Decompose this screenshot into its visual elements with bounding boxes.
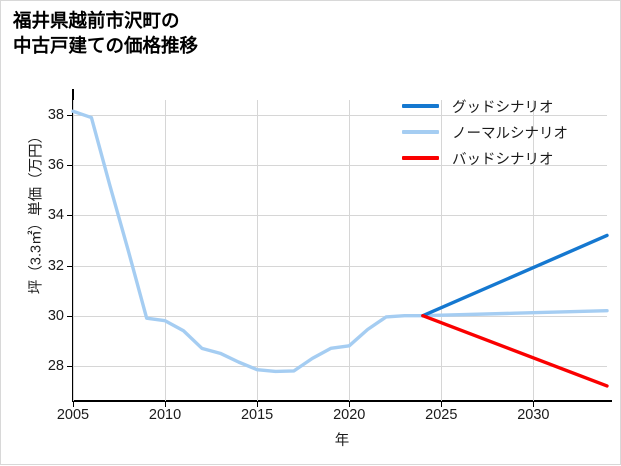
gridline-horizontal (73, 115, 607, 116)
x-tick-label: 2015 (240, 407, 274, 423)
legend-item-label: グッドシナリオ (452, 99, 554, 116)
y-axis-label: 坪（3.3㎡）単価（万円） (28, 128, 45, 295)
series-lines (71, 109, 609, 388)
y-tick-mark (67, 215, 73, 217)
x-tick-label: 2030 (517, 407, 550, 423)
y-tick-mark (67, 115, 73, 117)
y-tick-label: 34 (47, 207, 64, 224)
legend-item-label: ノーマルシナリオ (452, 125, 568, 142)
y-tick-mark (67, 315, 73, 317)
gridline-horizontal (73, 316, 607, 317)
legend-item[interactable]: グッドシナリオ (402, 93, 607, 119)
legend-item[interactable]: バッドシナリオ (402, 145, 607, 171)
x-tick-label: 2010 (148, 407, 182, 423)
gridline-horizontal (73, 165, 607, 166)
legend-color-swatch (402, 104, 439, 108)
y-axis-tick-labels: 28 30 32 34 36 38 (1, 1, 64, 466)
x-tick-label: 2005 (56, 407, 90, 423)
y-tick-label: 30 (47, 307, 64, 324)
y-tick-label: 32 (47, 257, 64, 274)
gridline-vertical (349, 100, 350, 401)
gridline-horizontal (73, 215, 607, 216)
page-title: 福井県越前市沢町の 中古戸建ての価格推移 (13, 10, 199, 56)
x-axis-label: 年 (334, 433, 350, 449)
series-line (421, 314, 609, 388)
y-tick-label: 38 (47, 107, 64, 124)
gridline-vertical (165, 100, 166, 401)
x-tick-mark (165, 402, 167, 407)
gridline-vertical (533, 100, 534, 401)
series-line (71, 109, 609, 374)
y-tick-label: 28 (47, 357, 64, 374)
y-tick-mark (67, 265, 73, 267)
gridline-vertical (441, 100, 442, 401)
x-tick-mark (73, 402, 74, 407)
gridline-vertical (257, 100, 258, 401)
legend-item-label: バッドシナリオ (452, 151, 554, 168)
y-tick-mark (67, 365, 73, 367)
x-tick-mark (441, 402, 443, 407)
x-tick-mark (257, 402, 259, 407)
y-tick-label: 36 (47, 157, 64, 174)
legend-color-swatch (402, 130, 439, 134)
gridline-vertical (73, 100, 74, 401)
legend-color-swatch (402, 156, 439, 160)
x-tick-mark (533, 402, 535, 407)
x-tick-label: 2025 (425, 407, 458, 423)
x-axis-spine (72, 400, 612, 402)
chart-legend: グッドシナリオ ノーマルシナリオ バッドシナリオ (402, 93, 607, 171)
gridline-horizontal (73, 366, 607, 367)
gridline-horizontal (73, 266, 607, 267)
y-tick-mark (67, 165, 73, 167)
legend-item[interactable]: ノーマルシナリオ (402, 119, 607, 145)
x-tick-mark (349, 402, 351, 407)
x-tick-label: 2020 (333, 407, 366, 423)
plot-area (71, 100, 609, 401)
series-line (421, 233, 609, 318)
